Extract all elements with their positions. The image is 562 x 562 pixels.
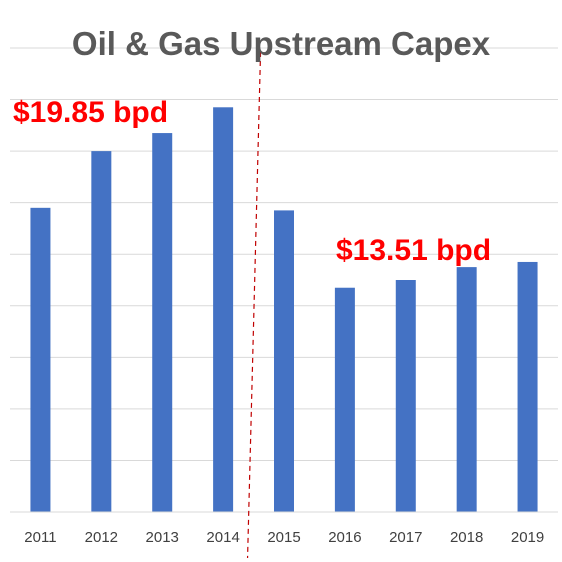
bar-2013	[152, 133, 173, 513]
x-tick-label-2019: 2019	[511, 529, 544, 546]
annotation-2015-2019: $13.51 bpd	[336, 234, 491, 267]
period-divider-line	[246, 51, 262, 559]
bar-2011	[30, 207, 51, 513]
bar-2014	[213, 107, 234, 513]
bar-2017	[395, 280, 416, 512]
bar-2012	[91, 151, 112, 512]
x-tick-label-2014: 2014	[206, 529, 239, 546]
bars	[30, 107, 538, 513]
x-tick-label-2015: 2015	[267, 529, 300, 546]
x-tick-label-2011: 2011	[24, 529, 56, 546]
bar-2016	[334, 287, 355, 512]
x-tick-label-2012: 2012	[85, 529, 118, 546]
x-tick-label-2013: 2013	[146, 529, 179, 546]
x-tick-label-2016: 2016	[328, 529, 361, 546]
x-tick-label-2018: 2018	[450, 529, 483, 546]
x-tick-label-2017: 2017	[389, 529, 422, 546]
bar-2019	[517, 261, 538, 512]
chart-title: Oil & Gas Upstream Capex	[72, 25, 491, 62]
bar-2015	[274, 210, 294, 512]
bar-2018	[456, 267, 477, 512]
annotation-2011-2014: $19.85 bpd	[13, 96, 168, 129]
x-tick-labels: 2011 2012 2013 2014 2015 2016 2017 2018 2019	[24, 529, 544, 546]
